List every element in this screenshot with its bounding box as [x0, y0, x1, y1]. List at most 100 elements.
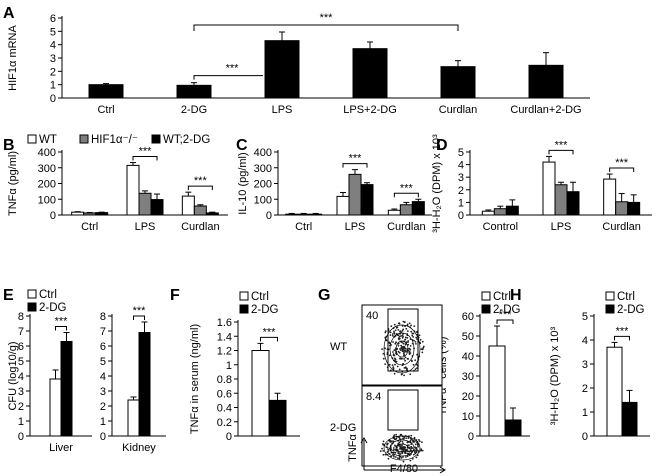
flow-event — [405, 327, 408, 330]
bar — [488, 345, 506, 437]
flow-event — [406, 330, 409, 332]
flow-event — [422, 345, 425, 348]
significance-bracket — [260, 336, 278, 342]
bar — [264, 40, 300, 99]
bar — [399, 204, 413, 216]
flow-event — [401, 441, 404, 443]
flow-contour — [395, 443, 409, 453]
bar — [481, 210, 495, 216]
flow-event — [412, 336, 414, 338]
y-tick-label: 5 — [50, 26, 56, 38]
flow-event — [403, 445, 405, 448]
y-axis-label: TNFα (pg/ml) — [7, 151, 19, 216]
y-tick-label: 0.2 — [217, 417, 232, 429]
flow-event — [417, 445, 419, 448]
bar — [440, 66, 476, 99]
y-tick-label: 1.6 — [217, 317, 232, 329]
y-tick-label: 40 — [462, 351, 474, 363]
flow-event — [398, 457, 401, 460]
flow-row-label: WT — [330, 341, 347, 353]
legend-h-2dg-swatch — [605, 304, 615, 314]
flow-event — [393, 349, 396, 352]
flow-event — [406, 337, 409, 339]
bar — [251, 350, 270, 437]
flow-event — [402, 345, 405, 348]
flow-event — [412, 332, 415, 335]
flow-event — [410, 324, 412, 327]
flow-event — [384, 330, 387, 332]
flow-event — [392, 454, 395, 456]
flow-event — [393, 372, 396, 375]
chart-b: 0 100 200 300 400 TNFα (pg/ml) Ctrl LPS Curdlan *… — [7, 146, 228, 233]
flow-event — [391, 334, 394, 337]
y-axis-label: TNFα in serum (ng/ml) — [189, 324, 201, 434]
flow-event — [404, 336, 407, 339]
flow-contour — [383, 435, 421, 461]
significance-label: *** — [194, 175, 208, 187]
flow-contour — [389, 332, 415, 366]
flow-event — [389, 331, 392, 334]
flow-event — [405, 456, 407, 458]
flow-event — [400, 335, 402, 337]
significance-label: *** — [400, 182, 414, 194]
significance-bracket — [496, 319, 514, 324]
y-axis-label: IL-10 (pg/ml) — [237, 152, 249, 214]
y-tick-label: 0 — [458, 210, 464, 222]
y-tick-label: 200 — [38, 179, 56, 191]
flow-event — [421, 351, 424, 354]
flow-event — [389, 334, 392, 336]
flow-event — [396, 348, 398, 351]
flow-event — [416, 338, 418, 340]
flow-event — [397, 334, 400, 337]
chart-h: 0 1 2 3 4 5 ³H-H₂O (DPM) x 10³ *** — [549, 311, 650, 443]
category-label: Ctrl — [97, 104, 114, 116]
flow-event — [397, 350, 400, 353]
flow-event — [401, 444, 403, 447]
bar — [150, 199, 164, 216]
flow-event — [402, 328, 405, 331]
flow-event — [390, 325, 393, 328]
significance-bracket — [193, 75, 263, 80]
flow-event — [389, 439, 392, 442]
significance-bracket — [132, 156, 158, 161]
y-tick-label: 6 — [18, 341, 24, 353]
y-tick-label: 4 — [100, 371, 106, 383]
chart-f: 0 0.2 0.4 0.6 0.8 1 1.2 1.4 1.6 TNFα in serum (ng… — [189, 317, 300, 443]
y-tick-label: 0 — [18, 431, 24, 443]
flow-event — [414, 443, 417, 446]
flow-event — [408, 353, 411, 355]
flow-event — [392, 367, 395, 370]
flow-event — [387, 457, 390, 460]
flow-event — [409, 373, 412, 376]
flow-event — [408, 347, 411, 350]
flow-event — [393, 323, 396, 326]
category-label: Curdlan+2-DG — [510, 104, 581, 116]
significance-label: *** — [615, 157, 629, 169]
flow-event — [403, 374, 405, 377]
flow-event — [409, 459, 412, 462]
bar — [193, 205, 207, 216]
flow-event — [385, 446, 388, 448]
panel-label-f: F — [170, 287, 180, 304]
flow-event — [391, 440, 393, 442]
flow-event — [406, 367, 408, 370]
flow-event — [411, 447, 414, 449]
y-axis-label: ³H-H₂O (DPM) x 10³ — [431, 134, 443, 233]
flow-event — [393, 438, 396, 441]
flow-event — [402, 362, 404, 365]
y-tick-label: 0 — [50, 210, 56, 222]
flow-event — [381, 348, 383, 351]
flow-event — [410, 359, 413, 362]
flow-event — [399, 453, 402, 455]
flow-plot-2dg: 8.4 2-DG — [330, 385, 443, 467]
flow-gate-value: 40 — [366, 310, 378, 322]
flow-x-label: F4/80 — [390, 463, 418, 475]
flow-event — [421, 441, 423, 443]
flow-event — [398, 368, 401, 371]
y-tick-label: 100 — [38, 194, 56, 206]
legend-b: WT HIF1α⁻/⁻ WT;2-DG — [27, 134, 210, 146]
y-tick-label: 1 — [100, 416, 106, 428]
flow-event — [388, 453, 391, 455]
